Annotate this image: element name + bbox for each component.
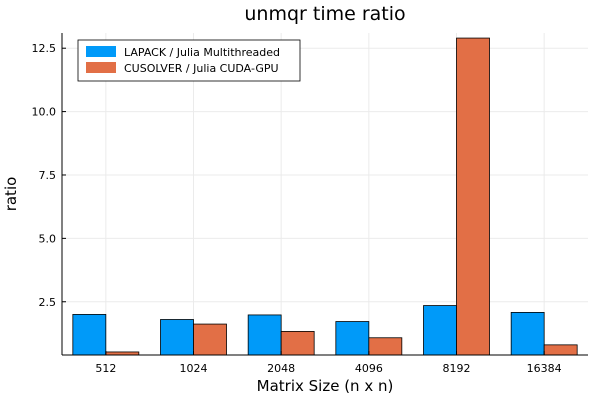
y-tick-label: 2.5 <box>39 296 57 309</box>
bar-lapack-2048 <box>247 314 282 356</box>
x-axis-label: Matrix Size (n x n) <box>257 377 394 395</box>
bar-cusolver-8192 <box>456 37 490 356</box>
y-tick-label: 12.5 <box>32 42 57 55</box>
bar-lapack-8192 <box>423 305 457 356</box>
y-tick-labels: 2.5 5.0 7.5 10.0 12.5 <box>32 42 66 309</box>
bar-lapack-1024 <box>160 319 194 356</box>
legend-swatch-cusolver <box>86 62 116 73</box>
x-tick-label: 4096 <box>355 362 383 375</box>
legend-box <box>77 39 301 82</box>
y-tick-label: 5.0 <box>39 232 57 245</box>
legend-label-lapack: LAPACK / Julia Multithreaded <box>124 46 280 59</box>
bar-cusolver-16384 <box>543 344 578 356</box>
x-tick-label: 16384 <box>527 362 562 375</box>
y-axis-label: ratio <box>2 177 20 212</box>
x-tick-label: 8192 <box>443 362 471 375</box>
legend-swatch-lapack <box>86 46 116 57</box>
bar-lapack-4096 <box>335 321 370 356</box>
bar-cusolver-2048 <box>280 331 315 356</box>
bars <box>72 37 578 356</box>
bar-lapack-16384 <box>510 312 545 356</box>
legend: LAPACK / Julia Multithreaded CUSOLVER / … <box>77 39 301 82</box>
bar-cusolver-4096 <box>368 337 403 356</box>
chart-title: unmqr time ratio <box>244 3 405 25</box>
y-tick-label: 10.0 <box>32 106 57 119</box>
bar-cusolver-1024 <box>193 323 227 356</box>
legend-label-cusolver: CUSOLVER / Julia CUDA-GPU <box>124 62 279 75</box>
bar-lapack-512 <box>72 314 107 356</box>
x-tick-label: 1024 <box>180 362 208 375</box>
y-tick-label: 7.5 <box>39 169 57 182</box>
x-tick-labels: 512 1024 2048 4096 8192 16384 <box>95 351 562 375</box>
x-tick-label: 2048 <box>267 362 295 375</box>
x-tick-label: 512 <box>95 362 116 375</box>
